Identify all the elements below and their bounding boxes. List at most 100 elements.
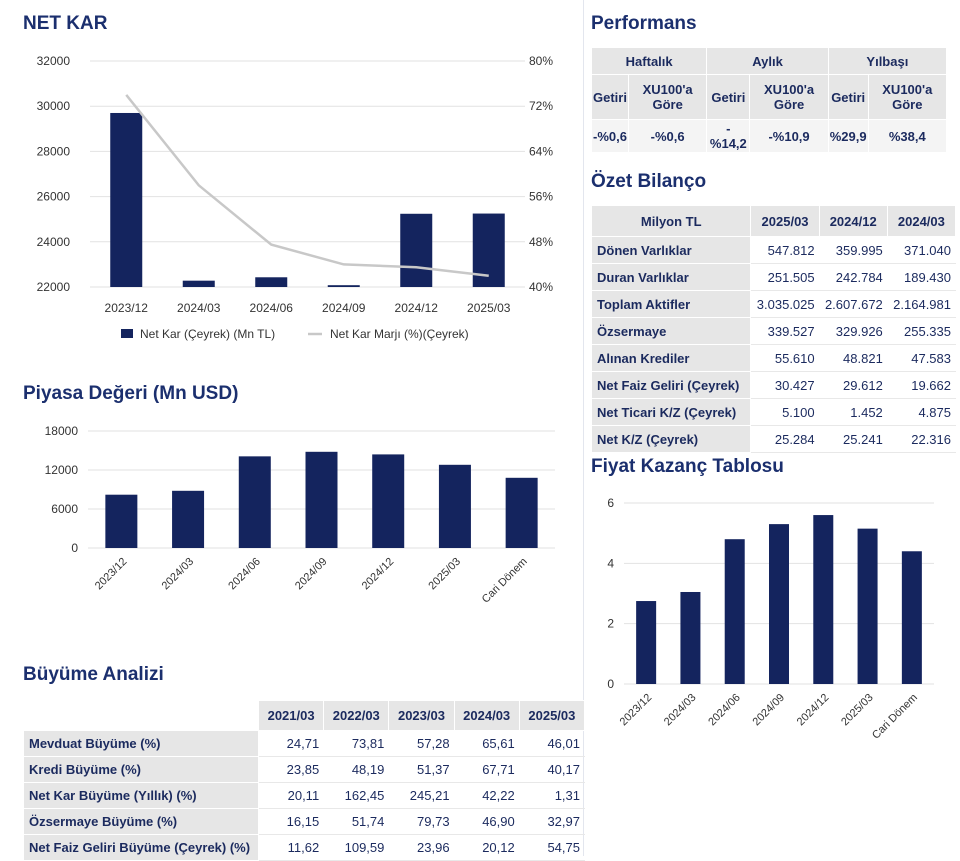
bar xyxy=(636,601,657,684)
ozet-cell: 251.505 xyxy=(750,263,820,291)
ozet-bilanco-title: Özet Bilanço xyxy=(591,171,707,192)
buyume-cell: 24,71 xyxy=(257,730,325,757)
ozet-cell: 30.427 xyxy=(750,371,820,399)
buyume-cell: 23,85 xyxy=(257,756,325,783)
buyume-cell: 40,17 xyxy=(518,756,586,783)
ozet-row-label: Net Ticari K/Z (Çeyrek) xyxy=(590,398,752,426)
ozet-cell: 189.430 xyxy=(886,263,957,291)
buyume-header-cell: 2025/03 xyxy=(518,700,586,731)
ozet-header-cell: 2024/12 xyxy=(818,205,888,237)
ozet-cell: 547.812 xyxy=(750,236,820,264)
table-row: Özsermaye Büyüme (%) 16,15 51,74 79,73 46,90… xyxy=(23,808,586,835)
y-left-tick-label: 24000 xyxy=(37,235,71,249)
y-tick-label: 0 xyxy=(71,541,78,555)
x-tick-label: 2023/12 xyxy=(618,692,655,729)
buyume-row-label: Mevduat Büyüme (%) xyxy=(23,730,259,757)
y-tick-label: 0 xyxy=(607,677,614,691)
buyume-cell: 67,71 xyxy=(453,756,520,783)
bar xyxy=(724,539,745,684)
y-left-tick-label: 22000 xyxy=(37,280,71,294)
table-row: Net K/Z (Çeyrek) 25.284 25.241 22.316 xyxy=(590,425,957,453)
buyume-header-cell xyxy=(23,700,259,731)
bar xyxy=(172,490,205,548)
bar xyxy=(238,456,271,548)
x-tick-label: 2024/06 xyxy=(250,301,294,315)
piyasa-degeri-title: Piyasa Değeri (Mn USD) xyxy=(23,383,239,404)
table-row: Toplam Aktifler 3.035.025 2.607.672 2.164.9… xyxy=(590,290,957,318)
ozet-bilanco-table: Milyon TL 2025/03 2024/12 2024/03 Dönen Varl… xyxy=(590,205,957,453)
legend-label: Net Kar (Çeyrek) (Mn TL) xyxy=(140,327,275,341)
table-row: Net Faiz Geliri (Çeyrek) 30.427 29.612 19.6… xyxy=(590,371,957,399)
buyume-cell: 51,74 xyxy=(323,808,390,835)
x-tick-label: Cari Dönem xyxy=(870,692,920,742)
buyume-cell: 42,22 xyxy=(453,782,520,809)
piyasa-degeri-chart: 18000 12000 6000 0 2023/12 2024/03 2024/06 2024… xyxy=(45,424,555,606)
table-row: Alınan Krediler 55.610 48.821 47.583 xyxy=(590,344,957,372)
table-row: Kredi Büyüme (%) 23,85 48,19 51,37 67,71 40,1… xyxy=(23,756,586,783)
ozet-cell: 55.610 xyxy=(750,344,820,372)
perf-value: %38,4 xyxy=(867,119,948,153)
buyume-header-cell: 2023/03 xyxy=(388,700,455,731)
x-tick-label: 2025/03 xyxy=(839,692,876,729)
perf-group-aylik: Aylık xyxy=(706,47,829,75)
table-row: Özsermaye 339.527 329.926 255.335 xyxy=(590,317,957,345)
x-tick-label: 2024/03 xyxy=(662,692,699,729)
table-row: Dönen Varlıklar 547.812 359.995 371.040 xyxy=(590,236,957,264)
ozet-row-label: Toplam Aktifler xyxy=(590,290,752,318)
x-tick-label: 2024/12 xyxy=(360,556,397,593)
bar xyxy=(105,494,138,548)
bar xyxy=(305,451,338,548)
perf-value: -%10,9 xyxy=(749,119,829,153)
buyume-cell: 51,37 xyxy=(388,756,455,783)
buyume-cell: 57,28 xyxy=(388,730,455,757)
ozet-row-label: Net Faiz Geliri (Çeyrek) xyxy=(590,371,752,399)
ozet-cell: 371.040 xyxy=(886,236,957,264)
x-tick-label: 2024/12 xyxy=(795,692,832,729)
ozet-cell: 339.527 xyxy=(750,317,820,345)
x-tick-label: 2023/12 xyxy=(105,301,149,315)
ozet-cell: 1.452 xyxy=(818,398,888,426)
y-left-tick-label: 32000 xyxy=(37,54,71,68)
perf-value: -%0,6 xyxy=(591,119,629,153)
performans-table: Haftalık Aylık Yılbaşı Getiri XU100'a Gö… xyxy=(590,47,948,153)
ozet-cell: 25.241 xyxy=(818,425,888,453)
ozet-header-cell: Milyon TL xyxy=(590,205,752,237)
ozet-cell: 5.100 xyxy=(750,398,820,426)
perf-subheader: Getiri xyxy=(706,74,751,120)
perf-group-yilbasi: Yılbaşı xyxy=(827,47,948,75)
x-tick-label: 2024/09 xyxy=(293,556,330,593)
buyume-header-cell: 2022/03 xyxy=(323,700,390,731)
fiyat-kazanc-title: Fiyat Kazanç Tablosu xyxy=(591,456,784,477)
net-kar-chart: 32000 30000 28000 26000 24000 22000 80% 72% 64% 5… xyxy=(37,54,554,341)
ozet-cell: 48.821 xyxy=(818,344,888,372)
buyume-cell: 32,97 xyxy=(518,808,586,835)
y-right-tick-label: 56% xyxy=(529,190,553,204)
ozet-cell: 19.662 xyxy=(886,371,957,399)
y-right-tick-label: 64% xyxy=(529,144,553,158)
buyume-row-label: Kredi Büyüme (%) xyxy=(23,756,259,783)
y-right-tick-label: 40% xyxy=(529,280,553,294)
y-right-tick-label: 48% xyxy=(529,235,553,249)
buyume-cell: 1,31 xyxy=(518,782,586,809)
ozet-cell: 4.875 xyxy=(886,398,957,426)
x-tick-label: 2025/03 xyxy=(426,556,463,593)
buyume-cell: 11,62 xyxy=(257,834,325,861)
x-tick-label: 2024/09 xyxy=(751,692,788,729)
x-tick-label: 2025/03 xyxy=(467,301,511,315)
buyume-cell: 162,45 xyxy=(323,782,390,809)
x-tick-label: 2024/03 xyxy=(160,556,197,593)
bar xyxy=(813,515,834,684)
buyume-analizi-table: 2021/03 2022/03 2023/03 2024/03 2025/03 Mevdu… xyxy=(23,700,586,861)
y-left-tick-label: 26000 xyxy=(37,190,71,204)
buyume-row-label: Net Kar Büyüme (Yıllık) (%) xyxy=(23,782,259,809)
buyume-header-cell: 2024/03 xyxy=(453,700,520,731)
ozet-header-cell: 2025/03 xyxy=(750,205,820,237)
net-kar-marji-line xyxy=(125,94,489,277)
buyume-cell: 48,19 xyxy=(323,756,390,783)
net-kar-bar xyxy=(110,112,143,287)
x-tick-label: 2024/03 xyxy=(177,301,221,315)
net-kar-bar xyxy=(182,280,215,287)
ozet-row-label: Özsermaye xyxy=(590,317,752,345)
performans-title: Performans xyxy=(591,13,697,34)
bar xyxy=(372,454,405,548)
